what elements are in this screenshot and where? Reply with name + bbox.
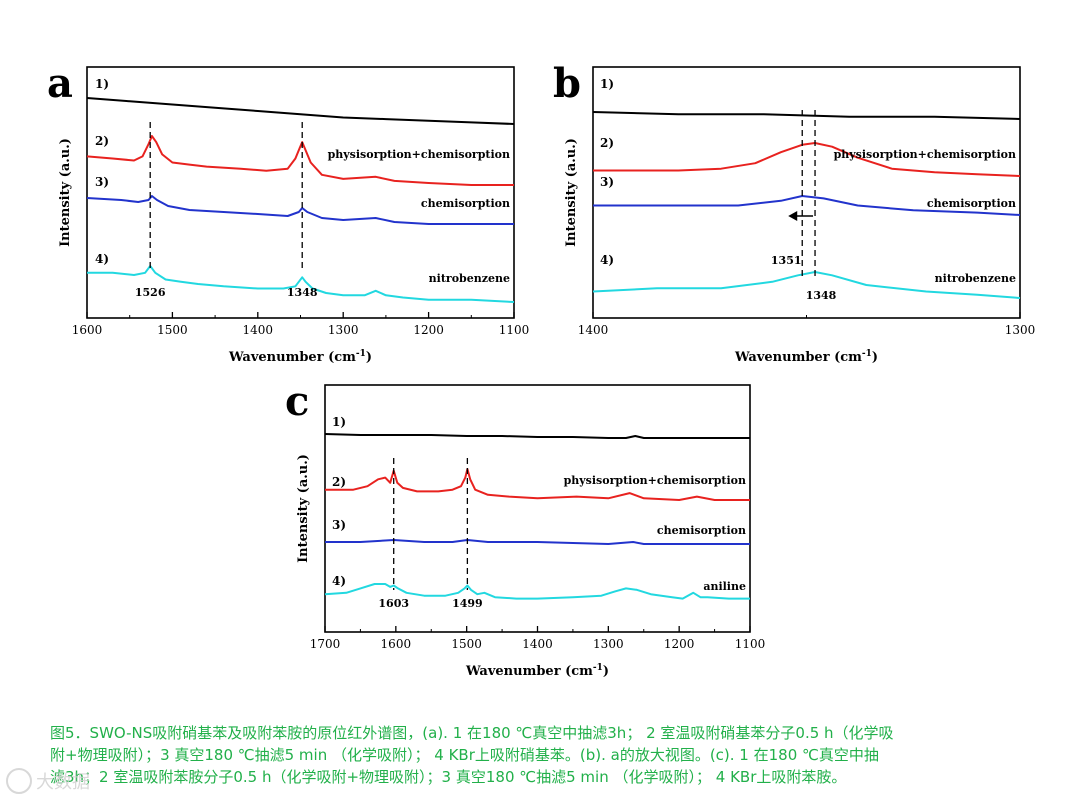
x-tick-label-1200: 1200 (664, 637, 695, 651)
x-tick-label-1100: 1100 (499, 323, 530, 337)
panel-b: 1400 1300 Wavenumber (cm-1) Intensity (a.u.… (553, 60, 1035, 365)
series-line-a-4 (87, 265, 515, 303)
curve-number-b-1: 1) (600, 77, 614, 91)
series-label-a-2: physisorption+chemisorption (328, 148, 510, 161)
caption-line-2: 附+物理吸附）；3 真空180 ℃抽滤5 min （化学吸附）； 4 KBr上吸… (50, 746, 879, 764)
curve-number-a-4: 4) (95, 252, 109, 266)
series-label-b-2: physisorption+chemisorption (834, 148, 1016, 161)
x-tick-label-1400: 1400 (522, 637, 553, 651)
series-line-a-1 (86, 97, 515, 125)
curve-number-c-4: 4) (332, 574, 346, 588)
series-line-b-1 (592, 111, 1021, 120)
peak-label-1351: 1351 (771, 254, 802, 267)
series-label-c-4: aniline (703, 580, 746, 593)
shift-arrow-head-icon (788, 211, 798, 221)
peak-label-1348: 1348 (287, 286, 318, 299)
curve-number-a-2: 2) (95, 134, 109, 148)
series-label-a-4: nitrobenzene (429, 272, 510, 285)
watermark-logo-icon (6, 768, 32, 794)
curve-number-c-2: 2) (332, 475, 346, 489)
x-tick-label-1600: 1600 (72, 323, 103, 337)
series-line-a-2 (86, 135, 514, 186)
curve-number-c-3: 3) (332, 518, 346, 532)
peak-label-1603: 1603 (378, 597, 409, 610)
curve-number-b-4: 4) (600, 253, 614, 267)
peak-label-1348: 1348 (806, 289, 837, 302)
y-axis-label-a: Intensity (a.u.) (58, 138, 73, 247)
watermark: 大数据 (2, 766, 152, 796)
caption-line-3: 滤3h；2 室温吸附苯胺分子0.5 h（化学吸附+物理吸附）；3 真空180 ℃… (50, 768, 847, 786)
y-axis-label-b: Intensity (a.u.) (564, 138, 579, 247)
x-tick-label-1300: 1300 (328, 323, 359, 337)
curve-number-a-1: 1) (95, 77, 109, 91)
curve-number-b-3: 3) (600, 175, 614, 189)
series-label-c-2: physisorption+chemisorption (564, 474, 746, 487)
panel-tag-c: c (285, 378, 309, 425)
x-axis-label-c: Wavenumber (cm-1) (465, 663, 609, 679)
plot-frame-c (324, 384, 751, 633)
x-tick-label-1300: 1300 (1005, 323, 1036, 337)
series-label-c-3: chemisorption (657, 524, 746, 537)
series-label-b-3: chemisorption (927, 197, 1016, 210)
x-tick-label-1500: 1500 (451, 637, 482, 651)
x-tick-label-1200: 1200 (413, 323, 444, 337)
series-line-b-3 (593, 195, 1021, 216)
x-tick-label-1300: 1300 (593, 637, 624, 651)
peak-label-1499: 1499 (452, 597, 483, 610)
panel-c: 1700 1600 1500 1400 1300 1200 1100 Wavenumber (… (285, 378, 765, 679)
curve-number-a-3: 3) (95, 175, 109, 189)
x-tick-label-1100: 1100 (735, 637, 766, 651)
panel-tag-b: b (553, 60, 581, 107)
series-line-c-2 (325, 468, 750, 501)
peak-label-1526: 1526 (135, 286, 166, 299)
series-label-b-4: nitrobenzene (935, 272, 1016, 285)
curve-number-c-1: 1) (332, 415, 346, 429)
x-axis-label-b: Wavenumber (cm-1) (734, 349, 878, 365)
x-tick-label-1700: 1700 (310, 637, 341, 651)
series-line-a-3 (86, 195, 514, 225)
curve-number-b-2: 2) (600, 136, 614, 150)
series-line-c-1 (324, 433, 750, 439)
x-tick-label-1600: 1600 (381, 637, 412, 651)
panel-tag-a: a (47, 60, 73, 107)
x-tick-label-1500: 1500 (157, 323, 188, 337)
series-label-a-3: chemisorption (421, 197, 510, 210)
caption-line-1: 图5．SWO-NS吸附硝基苯及吸附苯胺的原位红外谱图，(a). 1 在180 ℃… (50, 724, 894, 742)
panel-a: 1600 1500 1400 1300 1200 1100 Wavenumber (cm-1… (47, 60, 529, 365)
x-tick-label-1400: 1400 (243, 323, 274, 337)
x-axis-label-a: Wavenumber (cm-1) (228, 349, 372, 365)
figure-caption: 图5．SWO-NS吸附硝基苯及吸附苯胺的原位红外谱图，(a). 1 在180 ℃… (50, 722, 1050, 788)
series-line-c-4 (324, 583, 750, 600)
watermark-text: 大数据 (36, 772, 90, 793)
series-line-c-3 (325, 539, 750, 545)
x-tick-label-1400: 1400 (578, 323, 609, 337)
y-axis-label-c: Intensity (a.u.) (296, 454, 311, 563)
